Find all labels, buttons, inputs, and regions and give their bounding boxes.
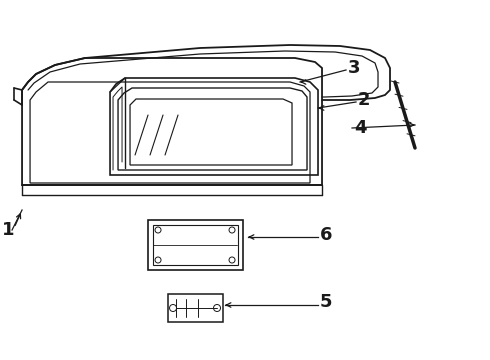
Bar: [153, 225, 238, 265]
Text: 5: 5: [320, 293, 333, 311]
Bar: [168, 294, 223, 322]
Text: 4: 4: [354, 119, 367, 137]
Text: 2: 2: [358, 91, 370, 109]
Text: 3: 3: [348, 59, 361, 77]
Bar: [148, 220, 243, 270]
Text: 6: 6: [320, 226, 333, 244]
Text: 1: 1: [2, 221, 14, 239]
